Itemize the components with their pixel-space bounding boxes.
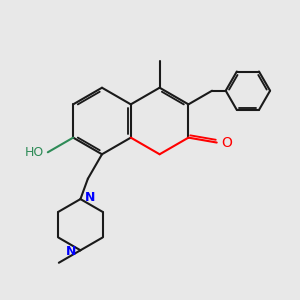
Text: O: O (221, 136, 232, 149)
Text: N: N (66, 244, 76, 258)
Text: HO: HO (25, 146, 44, 159)
Text: N: N (85, 191, 95, 204)
